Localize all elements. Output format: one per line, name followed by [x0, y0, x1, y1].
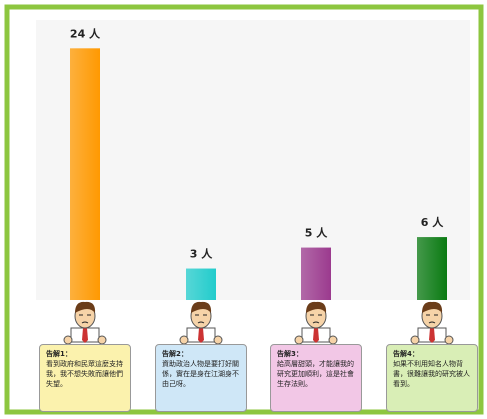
hand — [214, 336, 222, 344]
note-title: 告解1： — [46, 349, 124, 359]
bar — [417, 237, 447, 300]
hand — [180, 336, 188, 344]
value-label: 3 人 — [190, 247, 213, 261]
tie — [198, 328, 204, 343]
tie — [313, 328, 319, 343]
value-label: 6 人 — [421, 215, 444, 229]
bar — [70, 48, 100, 300]
note-text: 看到政府和民眾這麼支持我，我不想失敗而讓他們失望。 — [46, 360, 123, 388]
hand — [411, 336, 419, 344]
plot-area — [36, 20, 470, 300]
note-text: 資助政治人物是要打好關係，實在是身在江湖身不由己呀。 — [162, 360, 239, 388]
value-label: 5 人 — [305, 226, 328, 240]
note-text: 給高層甜頭，才能讓我的研究更加順利，這是社會生存法則。 — [277, 360, 354, 388]
hand — [98, 336, 106, 344]
tie — [429, 328, 435, 343]
bar — [186, 269, 216, 300]
note-title: 告解4： — [393, 349, 471, 359]
note-text: 如果不利用知名人物背書，很難讓我的研究被人看到。 — [393, 360, 470, 388]
hand — [295, 336, 303, 344]
note-title: 告解3： — [277, 349, 355, 359]
note-sign: 告解3：給高層甜頭，才能讓我的研究更加順利，這是社會生存法則。 — [270, 344, 362, 412]
hand — [64, 336, 72, 344]
value-label: 24 人 — [70, 26, 101, 40]
note-sign: 告解4：如果不利用知名人物背書，很難讓我的研究被人看到。 — [386, 344, 478, 412]
note-title: 告解2： — [162, 349, 240, 359]
note-sign: 告解2：資助政治人物是要打好關係，實在是身在江湖身不由己呀。 — [155, 344, 247, 412]
page: 24 人 3 人 5 人 6 人 告解1：看到政府和民眾這麼支持我，我不想失敗而讓他們… — [0, 0, 487, 419]
note-sign: 告解1：看到政府和民眾這麼支持我，我不想失敗而讓他們失望。 — [39, 344, 131, 412]
tie — [82, 328, 88, 343]
hand — [445, 336, 453, 344]
bar — [301, 248, 331, 300]
hand — [329, 336, 337, 344]
